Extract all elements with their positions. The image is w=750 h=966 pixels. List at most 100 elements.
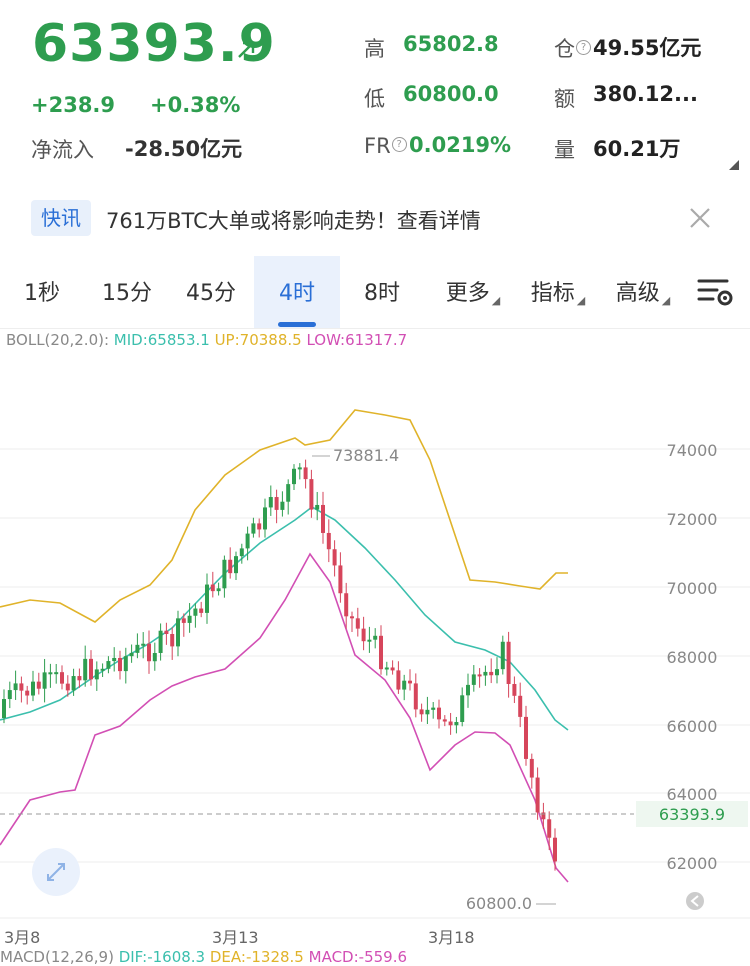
candle [332, 549, 337, 566]
price-change-percent: +0.38% [150, 93, 241, 117]
candle [199, 608, 204, 613]
candle [471, 674, 476, 685]
funding-rate-label[interactable]: FR? [364, 134, 407, 158]
candle [158, 630, 163, 653]
candle [176, 618, 180, 647]
tab-more[interactable]: 更多 ◢ [445, 281, 501, 307]
candle [477, 674, 482, 677]
funding-rate-value: 0.0219% [409, 133, 512, 157]
candle [147, 643, 151, 662]
candle [396, 670, 401, 690]
open-interest-label[interactable]: 仓? [554, 33, 591, 63]
candle [506, 641, 511, 684]
tab-indicators[interactable]: 指标 ◢ [530, 281, 586, 307]
candle [437, 707, 441, 720]
candle [19, 683, 24, 691]
low-value: 60800.0 [403, 82, 499, 106]
open-interest-value: 49.55亿元 [593, 36, 702, 60]
candle [210, 584, 215, 592]
low-label: 低 [364, 87, 385, 111]
tab-8h[interactable]: 8时 [364, 281, 400, 306]
candlestick-chart[interactable]: 63393.9 73881.4 60800.0 74000 72000 7000… [0, 352, 750, 920]
expand-icon [47, 863, 65, 881]
last-price: 63393.9 [32, 14, 276, 74]
candle [413, 683, 418, 710]
y-tick: 66000 [667, 717, 718, 736]
candle [355, 618, 360, 629]
candle [315, 504, 320, 510]
candle [483, 671, 488, 676]
candle [65, 683, 70, 691]
macd-dif: DIF:-1608.3 [118, 948, 206, 966]
candle [373, 635, 378, 640]
candle [42, 672, 47, 689]
candle [425, 709, 430, 715]
volume-label: 量 [554, 138, 575, 162]
candle [297, 467, 302, 470]
candle [263, 507, 267, 530]
boll-mid: MID:65853.1 [113, 331, 210, 349]
candle [442, 719, 447, 722]
amount-value: 380.12... [593, 82, 698, 106]
tab-15m[interactable]: 15分 [102, 281, 152, 306]
candle [361, 628, 366, 642]
candle [338, 565, 343, 594]
candle [245, 533, 250, 549]
candle [94, 669, 99, 680]
candle [60, 672, 64, 684]
boll-legend: BOLL(20,2.0): MID:65853.1 UP:70388.5 LOW… [6, 331, 407, 349]
candle [495, 669, 499, 676]
candle [280, 501, 285, 510]
close-icon[interactable] [686, 204, 714, 232]
chevron-left-icon [690, 895, 699, 907]
current-price-tag-bg [636, 801, 748, 827]
tab-advanced[interactable]: 高级 ◢ [615, 281, 671, 307]
grid [0, 448, 750, 919]
candle [170, 634, 175, 647]
tab-45m[interactable]: 45分 [186, 281, 236, 306]
scroll-left-button [686, 892, 704, 910]
y-tick: 70000 [667, 579, 718, 598]
x-tick: 3月18 [428, 928, 475, 947]
tab-1s[interactable]: 1秒 [24, 281, 60, 306]
macd-dea: DEA:-1328.5 [209, 948, 304, 966]
tab-4h[interactable]: 4时 [254, 256, 340, 328]
candle [89, 658, 93, 680]
price-change: +238.9 [31, 93, 116, 117]
x-tick: 3月8 [4, 928, 41, 947]
dropdown-corner-icon: ◢ [491, 294, 501, 307]
mid-band-line [0, 506, 569, 731]
net-inflow-label: 净流入 [31, 138, 94, 162]
flash-news-tag: 快讯 [31, 200, 91, 236]
flash-news-text[interactable]: 761万BTC大单或将影响走势！查看详情 [106, 209, 481, 233]
net-inflow-value: -28.50亿元 [125, 137, 243, 161]
candle [106, 661, 111, 669]
candle [251, 523, 256, 534]
candle [100, 668, 105, 671]
dropdown-corner-icon: ◢ [576, 294, 586, 307]
help-icon[interactable]: ? [391, 137, 407, 152]
current-price-tag: 63393.9 [659, 805, 725, 824]
candle [390, 667, 395, 671]
arrow-up-right-icon [238, 41, 255, 58]
candle [535, 777, 540, 813]
candle [286, 484, 291, 502]
candle [466, 684, 470, 696]
candle [431, 707, 436, 710]
candle [268, 497, 273, 508]
macd-prefix: MACD(12,26,9) [0, 948, 114, 966]
help-icon[interactable]: ? [576, 40, 591, 55]
candle [228, 559, 233, 574]
candle [164, 630, 169, 635]
low-marker: 60800.0 [466, 894, 532, 913]
expand-corner-icon[interactable] [729, 160, 739, 170]
candle [234, 556, 238, 574]
candle [419, 709, 424, 715]
candle [181, 618, 186, 623]
candle [541, 812, 546, 820]
chart-settings-icon[interactable] [697, 277, 735, 307]
candle [48, 672, 53, 675]
candle [257, 523, 262, 530]
upper-band-line [0, 409, 568, 623]
candle [309, 479, 314, 510]
